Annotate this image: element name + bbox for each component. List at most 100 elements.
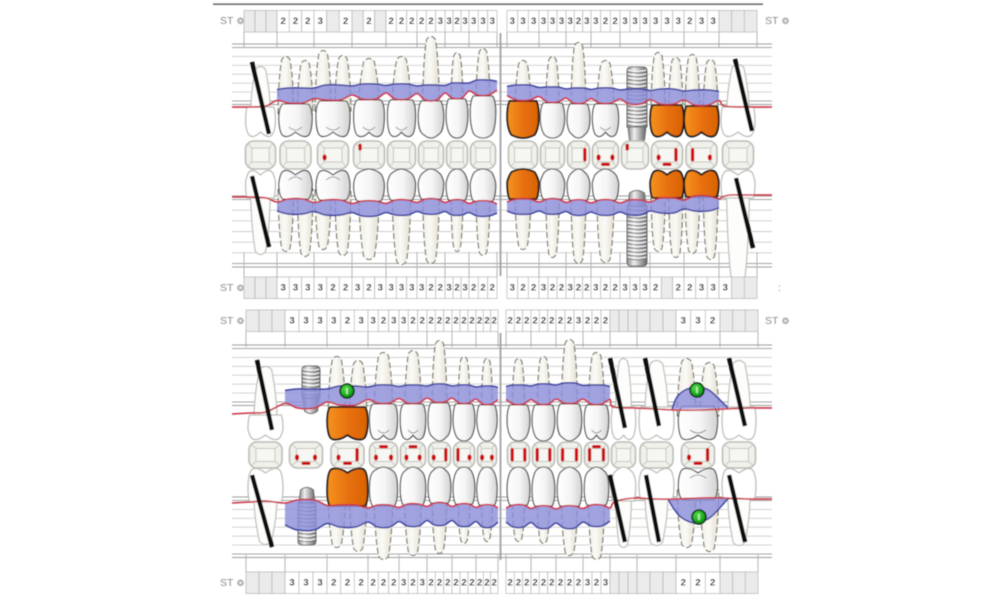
svg-text:2: 2 bbox=[549, 578, 554, 589]
svg-text:3: 3 bbox=[318, 283, 323, 294]
svg-text:3: 3 bbox=[711, 16, 716, 27]
svg-text:2: 2 bbox=[331, 578, 336, 589]
svg-text:2: 2 bbox=[438, 283, 443, 294]
svg-text:3: 3 bbox=[550, 16, 555, 27]
svg-text:3: 3 bbox=[355, 283, 360, 294]
svg-text:3: 3 bbox=[585, 578, 590, 589]
svg-text:ST: ST bbox=[765, 315, 779, 327]
svg-text:2: 2 bbox=[695, 578, 700, 589]
svg-text:2: 2 bbox=[541, 578, 546, 589]
svg-text:3: 3 bbox=[318, 16, 323, 27]
svg-text:3: 3 bbox=[520, 16, 525, 27]
svg-text:2: 2 bbox=[613, 283, 618, 294]
svg-text:3: 3 bbox=[593, 283, 598, 294]
svg-text:2: 2 bbox=[381, 578, 386, 589]
svg-text:2: 2 bbox=[490, 283, 495, 294]
svg-text:2: 2 bbox=[366, 16, 371, 27]
svg-text:2: 2 bbox=[613, 16, 618, 27]
svg-text:2: 2 bbox=[445, 316, 450, 327]
svg-text:2: 2 bbox=[559, 283, 564, 294]
svg-text:2: 2 bbox=[477, 578, 482, 589]
svg-text:3: 3 bbox=[622, 283, 627, 294]
svg-text:2: 2 bbox=[558, 578, 563, 589]
svg-text:2: 2 bbox=[484, 316, 489, 327]
svg-text:2: 2 bbox=[480, 283, 485, 294]
svg-text:2: 2 bbox=[576, 283, 581, 294]
svg-text:2: 2 bbox=[585, 316, 590, 327]
svg-text:3: 3 bbox=[531, 16, 536, 27]
svg-text:2: 2 bbox=[549, 316, 554, 327]
svg-text:2: 2 bbox=[429, 316, 434, 327]
svg-text:2: 2 bbox=[541, 316, 546, 327]
svg-text:3: 3 bbox=[622, 16, 627, 27]
svg-text:2: 2 bbox=[437, 316, 442, 327]
svg-text:3: 3 bbox=[331, 316, 336, 327]
svg-text:2: 2 bbox=[343, 283, 348, 294]
svg-text:2: 2 bbox=[391, 578, 396, 589]
svg-text:3: 3 bbox=[446, 283, 451, 294]
svg-text:2: 2 bbox=[345, 578, 350, 589]
svg-text:2: 2 bbox=[410, 578, 415, 589]
svg-text:2: 2 bbox=[454, 16, 459, 27]
svg-text:2: 2 bbox=[567, 316, 572, 327]
svg-text:ST: ST bbox=[220, 315, 234, 327]
svg-text:3: 3 bbox=[446, 16, 451, 27]
svg-text:2: 2 bbox=[676, 283, 681, 294]
svg-text:3: 3 bbox=[510, 283, 515, 294]
svg-text:2: 2 bbox=[531, 283, 536, 294]
svg-text:3: 3 bbox=[632, 283, 637, 294]
svg-text:3: 3 bbox=[462, 16, 467, 27]
svg-text:3: 3 bbox=[420, 578, 425, 589]
svg-text:2: 2 bbox=[381, 316, 386, 327]
svg-text:2: 2 bbox=[429, 578, 434, 589]
svg-text:2: 2 bbox=[524, 316, 529, 327]
svg-text:3: 3 bbox=[664, 16, 669, 27]
svg-text:2: 2 bbox=[469, 316, 474, 327]
svg-text:ST: ST bbox=[765, 15, 779, 27]
svg-text:2: 2 bbox=[576, 16, 581, 27]
svg-text:3: 3 bbox=[305, 283, 310, 294]
svg-text:2: 2 bbox=[366, 283, 371, 294]
svg-text:2: 2 bbox=[409, 16, 414, 27]
svg-text:3: 3 bbox=[711, 283, 716, 294]
svg-text:2: 2 bbox=[428, 16, 433, 27]
svg-text:2: 2 bbox=[492, 578, 497, 589]
svg-text:3: 3 bbox=[471, 16, 476, 27]
svg-text:3: 3 bbox=[584, 16, 589, 27]
svg-text:2: 2 bbox=[576, 578, 581, 589]
svg-text:3: 3 bbox=[293, 283, 298, 294]
svg-text:2: 2 bbox=[603, 16, 608, 27]
svg-text:3: 3 bbox=[653, 16, 658, 27]
svg-text:3: 3 bbox=[378, 283, 383, 294]
svg-text:2: 2 bbox=[484, 578, 489, 589]
svg-text:2: 2 bbox=[687, 283, 692, 294]
svg-text:2: 2 bbox=[477, 316, 482, 327]
svg-text:3: 3 bbox=[462, 283, 467, 294]
svg-text:3: 3 bbox=[568, 283, 573, 294]
svg-text:3: 3 bbox=[391, 316, 396, 327]
svg-text:2: 2 bbox=[410, 316, 415, 327]
svg-text:2: 2 bbox=[343, 16, 348, 27]
svg-text:2: 2 bbox=[533, 316, 538, 327]
svg-text:2: 2 bbox=[603, 316, 608, 327]
svg-text:2: 2 bbox=[567, 578, 572, 589]
svg-text:3: 3 bbox=[490, 16, 495, 27]
svg-text:3: 3 bbox=[676, 16, 681, 27]
svg-text:3: 3 bbox=[568, 16, 573, 27]
svg-text:3: 3 bbox=[695, 316, 700, 327]
svg-text:3: 3 bbox=[541, 16, 546, 27]
svg-text:ST: ST bbox=[220, 282, 234, 294]
svg-text:3: 3 bbox=[409, 283, 414, 294]
svg-text:3: 3 bbox=[510, 16, 515, 27]
svg-text:3: 3 bbox=[723, 283, 728, 294]
svg-text:3: 3 bbox=[699, 16, 704, 27]
svg-text:2: 2 bbox=[469, 578, 474, 589]
svg-text:2: 2 bbox=[453, 578, 458, 589]
svg-text:2: 2 bbox=[550, 283, 555, 294]
svg-text:2: 2 bbox=[461, 578, 466, 589]
svg-text:2: 2 bbox=[445, 578, 450, 589]
svg-text:3: 3 bbox=[541, 283, 546, 294]
svg-text:2: 2 bbox=[305, 16, 310, 27]
svg-text:2: 2 bbox=[420, 316, 425, 327]
svg-text:3: 3 bbox=[401, 578, 406, 589]
